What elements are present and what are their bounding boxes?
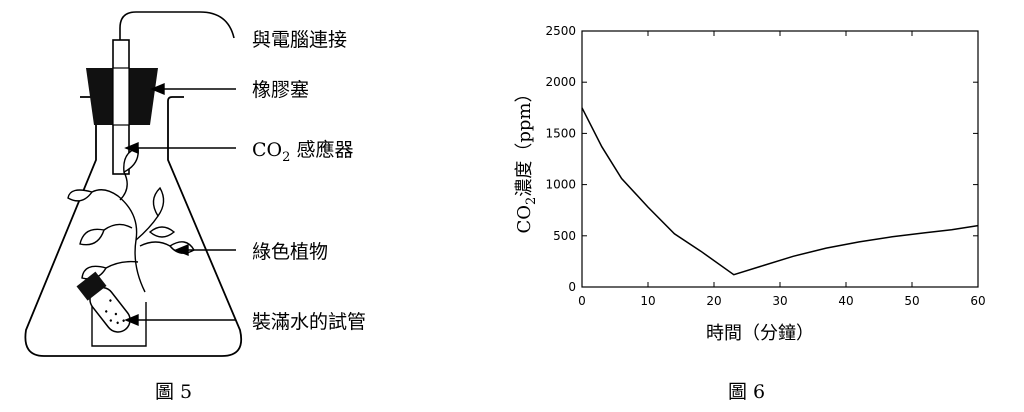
green-plant xyxy=(67,147,195,293)
x-tick-label: 0 xyxy=(578,294,586,308)
co2-concentration-line xyxy=(581,107,979,276)
figure-6-caption: 圖 6 xyxy=(728,381,765,403)
y-tick-label: 500 xyxy=(553,229,576,243)
axis-ticks: 0 10 20 30 40 50 60 0 500 1000 1500 2000 2500 xyxy=(545,24,985,308)
y-axis-title: CO2濃度（ppm） xyxy=(514,85,539,234)
x-tick-label: 60 xyxy=(970,294,985,308)
label-arrows xyxy=(124,82,236,327)
label-sensor-text: 感應器 xyxy=(290,138,353,161)
x-tick-label: 10 xyxy=(640,294,655,308)
label-test-tube: 裝滿水的試管 xyxy=(252,311,366,333)
y-axis-co-text: CO xyxy=(514,205,535,234)
x-tick-label: 30 xyxy=(772,294,787,308)
y-tick-label: 2000 xyxy=(545,75,576,89)
computer-cable xyxy=(119,11,235,40)
y-tick-label: 2500 xyxy=(545,24,576,38)
label-rubber-stopper: 橡膠塞 xyxy=(252,79,309,101)
figure-5-apparatus: 與電腦連接 橡膠塞 CO2 感應器 綠色植物 裝滿水的試管 圖 5 xyxy=(24,11,366,403)
y-tick-label: 0 xyxy=(568,280,576,294)
y-tick-label: 1500 xyxy=(545,126,576,140)
x-tick-label: 50 xyxy=(904,294,919,308)
plot-frame xyxy=(581,30,979,288)
data-series xyxy=(581,107,979,276)
label-computer-connection: 與電腦連接 xyxy=(252,29,347,51)
x-tick-label: 40 xyxy=(838,294,853,308)
figure-6-chart: 0 10 20 30 40 50 60 0 500 1000 1500 2000 2500 時間（分鐘）… xyxy=(514,24,986,403)
x-axis-title: 時間（分鐘） xyxy=(706,323,814,344)
y-tick-label: 1000 xyxy=(545,178,576,192)
test-tube-with-water xyxy=(76,271,147,347)
label-co2-subscript: 2 xyxy=(282,150,290,165)
y-axis-rest-text: 濃度（ppm） xyxy=(514,85,535,197)
x-tick-label: 20 xyxy=(706,294,721,308)
label-green-plant: 綠色植物 xyxy=(252,241,328,263)
y-axis-subscript: 2 xyxy=(524,197,539,205)
label-co2-text: CO xyxy=(252,139,282,161)
label-co2-sensor: CO2 感應器 xyxy=(252,138,353,165)
figure-5-caption: 圖 5 xyxy=(155,381,192,403)
